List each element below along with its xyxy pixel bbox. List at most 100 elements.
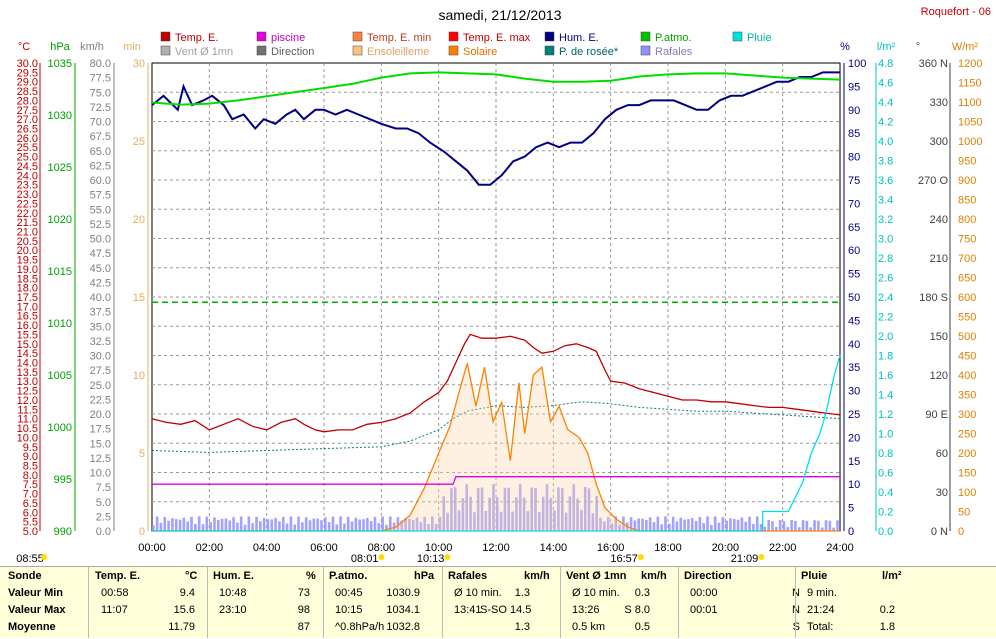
event-markers: 08:55 08:01 10:13 16:57 21:09	[16, 553, 765, 565]
x-tick-label: 12:00	[482, 542, 510, 554]
x-axis: 00:00 02:00 04:00 06:00 08:00 10:00 12:00 14:00…	[138, 542, 854, 554]
series-line	[151, 71, 840, 186]
direction-tick-label: 60	[936, 448, 948, 460]
wind-bar	[373, 516, 377, 531]
wind-bar	[171, 518, 174, 531]
humidity-tick-label: 15	[848, 456, 860, 468]
wind-axis-unit: km/h	[80, 41, 104, 53]
table-cell-value: 11.79	[168, 621, 195, 633]
table-header: Vent Ø 1mn	[566, 570, 627, 582]
rain-tick-label: 3.0	[878, 234, 893, 246]
wind-bar	[541, 496, 545, 531]
temp-tick-label: 11.5	[17, 404, 38, 416]
wind-bar	[366, 518, 369, 531]
wind-bar	[178, 519, 182, 531]
wind-bar	[553, 510, 556, 531]
wind-bar	[396, 517, 400, 531]
table-row: Moyenne 11.79 87 ^0.8hPa/h 1032.8 1.3 0.5 km 0.…	[0, 621, 996, 639]
wind-bar	[797, 527, 801, 531]
wind-bar	[377, 523, 381, 531]
wind-bar	[610, 523, 614, 531]
rain-tick-label: 1.8	[878, 351, 893, 363]
wind-tick-label: 7.5	[96, 482, 111, 494]
table-cell-time: 00:45	[335, 587, 363, 599]
wind-bar	[633, 520, 637, 531]
pressure-tick-label: 1025	[48, 162, 72, 174]
temp-tick-label: 16.5	[17, 311, 38, 323]
direction-tick-label: 180 S	[919, 292, 948, 304]
wind-bar	[358, 519, 361, 531]
humidity-axis-unit: %	[840, 41, 850, 53]
wind-tick-label: 67.5	[90, 131, 111, 143]
rain-tick-label: 0.2	[878, 507, 893, 519]
table-cell-time: 23:10	[219, 604, 247, 616]
wind-tick-label: 60.0	[90, 175, 111, 187]
wind-bar	[809, 527, 813, 531]
direction-tick-label: 300	[930, 136, 948, 148]
wind-bar	[255, 516, 258, 531]
rain-tick-label: 3.8	[878, 156, 893, 168]
temp-tick-label: 28.0	[17, 95, 38, 107]
wind-bar	[434, 523, 438, 531]
temp-tick-label: 19.0	[17, 264, 38, 276]
temp-tick-label: 8.5	[23, 460, 38, 472]
table-cell-time: Total:	[807, 621, 834, 633]
wind-bar	[266, 519, 270, 531]
wind-bar	[687, 519, 690, 531]
legend-swatch	[448, 31, 459, 42]
wind-bar	[583, 486, 587, 531]
table-row: Valeur Max 11:07 15.6 23:10 98 10:15 1034.1 13:…	[0, 604, 996, 622]
table-cell-time: 13:26	[572, 604, 600, 616]
wind-bar	[614, 516, 618, 531]
wind-bar	[228, 520, 232, 531]
direction-tick-label: 30	[936, 487, 948, 499]
axes: °C5.05.56.06.57.07.58.08.59.09.510.010.5…	[17, 41, 983, 538]
legend-swatch	[732, 31, 743, 42]
series-line	[151, 401, 841, 453]
table-cell-value: 1.8	[879, 621, 895, 633]
humidity-tick-label: 85	[848, 128, 860, 140]
table-cell-time: 00:00	[690, 587, 718, 599]
wind-bar	[664, 516, 667, 531]
table-row: Valeur Min 00:58 9.4 10:48 73 00:45 1030.9 Ø 10…	[0, 587, 996, 605]
humidity-tick-label: 90	[848, 105, 860, 117]
direction-tick-label: 90 E	[925, 409, 948, 421]
solar-tick-label: 950	[958, 156, 976, 168]
humidity-tick-label: 40	[848, 339, 860, 351]
rain-tick-label: 2.4	[878, 292, 893, 304]
rain-tick-label: 3.2	[878, 214, 893, 226]
pressure-tick-label: 1000	[48, 422, 72, 434]
temp-tick-label: 5.0	[23, 526, 38, 538]
wind-tick-label: 0.0	[96, 526, 111, 538]
temp-tick-label: 21.0	[17, 226, 38, 238]
minutes-tick-label: 5	[139, 448, 145, 460]
wind-bar	[194, 523, 197, 531]
wind-bar	[522, 497, 526, 531]
wind-bar	[465, 484, 469, 531]
temp-tick-label: 15.0	[17, 339, 38, 351]
rain-tick-label: 1.2	[878, 409, 893, 421]
temp-tick-label: 23.0	[17, 189, 38, 201]
wind-bar	[679, 517, 683, 531]
table-cell-time: Ø 10 min.	[454, 587, 502, 599]
wind-bar	[186, 521, 189, 531]
table-header: Rafales	[448, 570, 488, 582]
wind-bar	[159, 522, 163, 531]
legend-swatch	[544, 31, 555, 42]
wind-bar	[710, 525, 713, 531]
wind-bar	[534, 487, 537, 531]
temp-tick-label: 26.5	[17, 124, 38, 136]
sun-marker	[637, 554, 644, 560]
solar-tick-label: 550	[958, 312, 976, 324]
wind-bar	[736, 519, 740, 531]
wind-bar	[778, 519, 782, 531]
humidity-tick-label: 70	[848, 198, 860, 210]
wind-tick-label: 2.5	[96, 511, 111, 523]
wind-bar	[748, 516, 751, 531]
temp-tick-label: 9.5	[23, 442, 38, 454]
rain-tick-label: 4.6	[878, 78, 893, 90]
wind-bar	[683, 519, 686, 531]
wind-bar	[297, 516, 300, 531]
wind-bar	[763, 526, 767, 531]
wind-bar	[476, 487, 480, 531]
